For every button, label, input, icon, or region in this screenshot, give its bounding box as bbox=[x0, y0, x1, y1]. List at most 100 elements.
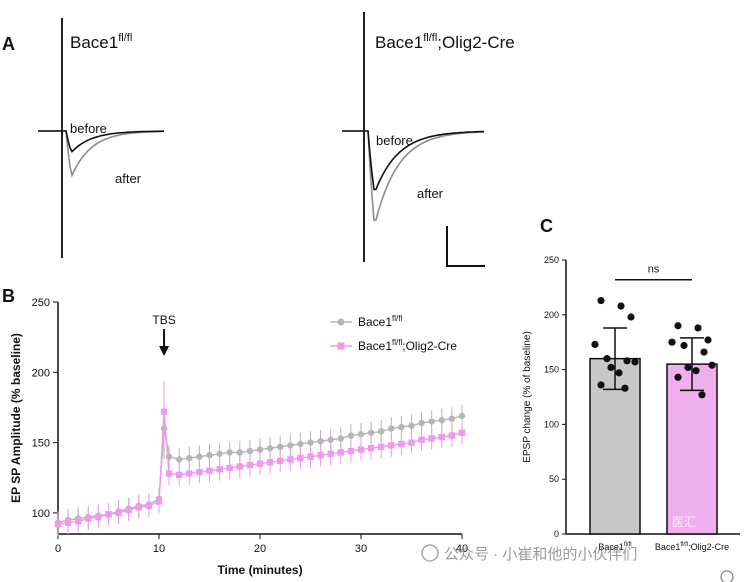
bar-2 bbox=[666, 363, 718, 535]
data-point bbox=[307, 439, 314, 446]
x-tick-label: 40 bbox=[456, 543, 468, 555]
trace-title-right: Bace1fl/fl;Olig2-Cre bbox=[375, 32, 515, 52]
watermark-badge: 医汇 bbox=[672, 515, 696, 529]
after-label-right: after bbox=[417, 186, 444, 201]
x-tick-label: 20 bbox=[254, 543, 266, 555]
data-point bbox=[155, 498, 163, 505]
data-point bbox=[684, 363, 692, 372]
data-point bbox=[367, 429, 375, 436]
y-tick-label: 150 bbox=[32, 438, 50, 450]
data-point bbox=[631, 358, 639, 366]
y-tick-label: 0 bbox=[554, 529, 559, 539]
data-point bbox=[347, 432, 355, 439]
y-axis-label: EP SP Amplitude (% baseline) bbox=[9, 333, 23, 503]
data-point bbox=[165, 470, 173, 477]
data-point bbox=[388, 425, 395, 432]
watermark: 公众号 · 小崔和他的小伙伴们 医汇 bbox=[421, 515, 734, 582]
data-point bbox=[176, 471, 183, 479]
data-point bbox=[327, 450, 334, 458]
data-point bbox=[607, 363, 615, 372]
data-point bbox=[694, 324, 702, 332]
data-point bbox=[85, 515, 92, 522]
data-point bbox=[674, 322, 682, 330]
legend-marker bbox=[337, 318, 345, 326]
data-point bbox=[627, 313, 635, 321]
data-point bbox=[458, 412, 466, 420]
data-point bbox=[236, 449, 243, 456]
data-point bbox=[64, 519, 72, 526]
panel-label-c: C bbox=[540, 216, 553, 236]
data-point bbox=[256, 446, 264, 453]
data-point bbox=[597, 296, 605, 305]
data-point bbox=[160, 408, 168, 415]
data-point bbox=[206, 452, 213, 459]
data-point bbox=[105, 511, 112, 518]
trace-right bbox=[342, 12, 485, 262]
tbs-label: TBS bbox=[152, 313, 175, 327]
significance-label: ns bbox=[648, 264, 660, 276]
data-point bbox=[297, 454, 304, 462]
x-tick-label: 0 bbox=[55, 543, 61, 555]
data-point bbox=[621, 384, 629, 392]
data-point bbox=[226, 449, 233, 456]
before-label-right: before bbox=[376, 133, 413, 148]
data-point bbox=[708, 361, 716, 369]
data-point bbox=[186, 454, 193, 462]
data-point bbox=[408, 439, 415, 446]
data-point bbox=[367, 445, 375, 452]
wechat-icon bbox=[421, 544, 439, 562]
data-point bbox=[115, 509, 122, 517]
data-point bbox=[357, 430, 365, 438]
before-trace bbox=[342, 130, 484, 191]
data-point bbox=[186, 470, 193, 477]
legend-marker bbox=[337, 342, 345, 350]
data-point bbox=[617, 302, 625, 310]
data-point bbox=[438, 433, 445, 441]
data-point bbox=[337, 449, 344, 456]
data-point bbox=[680, 341, 688, 350]
category-label-2: Bace1fl/fl;Olig2-Cre bbox=[655, 542, 729, 552]
data-point bbox=[378, 428, 385, 435]
after-label-left: after bbox=[115, 171, 142, 186]
data-point bbox=[196, 453, 203, 460]
data-point bbox=[347, 447, 355, 455]
data-point bbox=[236, 463, 243, 470]
tbs-arrow-head bbox=[159, 346, 170, 356]
data-point bbox=[277, 457, 284, 465]
chart-epsp-timecourse: 100 150 200 250 0 10 20 30 40 Time (minutes) EP SP… bbox=[9, 297, 468, 577]
scale-bar bbox=[446, 226, 485, 267]
x-axis-label: Time (minutes) bbox=[217, 563, 302, 577]
data-point bbox=[388, 442, 395, 449]
y-tick-label: 100 bbox=[32, 508, 50, 520]
data-point bbox=[256, 460, 264, 467]
data-point bbox=[337, 435, 344, 442]
data-point bbox=[317, 452, 324, 459]
legend-label-2: Bace1fl/fl;Olig2-Cre bbox=[358, 338, 457, 353]
data-point bbox=[317, 438, 324, 445]
data-point bbox=[75, 518, 82, 525]
trace-left bbox=[38, 18, 165, 258]
data-point bbox=[615, 369, 623, 377]
data-point bbox=[266, 445, 274, 452]
data-point bbox=[704, 336, 712, 344]
data-point bbox=[307, 453, 314, 460]
after-trace bbox=[38, 130, 165, 178]
data-point bbox=[603, 355, 611, 363]
data-point bbox=[378, 443, 385, 451]
data-point bbox=[398, 423, 405, 431]
data-point bbox=[125, 506, 132, 514]
data-point bbox=[135, 504, 142, 511]
data-point bbox=[226, 464, 233, 472]
category-label-1: Bace1fl/fl bbox=[598, 542, 631, 552]
y-tick-label: 250 bbox=[32, 297, 50, 309]
data-point bbox=[698, 391, 706, 399]
y-tick-label: 200 bbox=[32, 367, 50, 379]
data-point bbox=[176, 456, 183, 463]
data-point bbox=[448, 432, 456, 439]
data-point bbox=[428, 418, 435, 425]
panel-label-a: A bbox=[2, 34, 15, 54]
data-point bbox=[246, 461, 254, 469]
x-tick-label: 10 bbox=[153, 543, 165, 555]
data-point bbox=[700, 348, 708, 356]
data-point bbox=[266, 459, 274, 466]
